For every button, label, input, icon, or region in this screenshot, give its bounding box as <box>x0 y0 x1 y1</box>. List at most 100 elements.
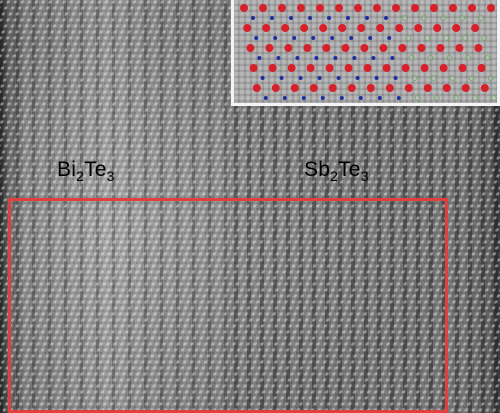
sb-atom-marker <box>453 95 459 101</box>
bi-atom-marker <box>358 96 363 100</box>
te-atom-marker <box>281 24 290 32</box>
te-atom-marker <box>417 44 426 52</box>
te-atom-marker <box>278 4 286 12</box>
te-atom-marker <box>309 84 318 92</box>
bi-atom-marker <box>384 16 388 20</box>
te-atom-marker <box>259 4 267 12</box>
te-atom-marker <box>433 24 442 32</box>
sb-atom-marker <box>421 15 427 21</box>
te-atom-marker <box>452 24 461 32</box>
te-atom-marker <box>344 64 353 72</box>
bi-atom-marker <box>374 76 379 80</box>
te-atom-marker <box>398 44 407 52</box>
sb-atom-marker <box>430 75 437 81</box>
bi-atom-marker <box>330 36 335 40</box>
bi-atom-marker <box>273 36 278 40</box>
sb-atom-marker <box>405 35 412 41</box>
bi-atom-marker <box>390 56 395 60</box>
sb-atom-marker <box>408 55 415 61</box>
te-atom-marker <box>392 4 400 12</box>
sb-atom-marker <box>465 55 472 61</box>
sb-atom-marker <box>468 75 475 81</box>
te-atom-marker <box>461 84 470 92</box>
te-atom-marker <box>385 84 394 92</box>
bi-atom-marker <box>320 96 325 100</box>
bi-atom-marker <box>365 16 369 20</box>
bi-atom-marker <box>301 96 306 100</box>
sb-atom-marker <box>440 15 446 21</box>
bi-atom-marker <box>393 76 398 80</box>
sb-atom-marker <box>449 75 456 81</box>
bi-atom-marker <box>282 96 287 100</box>
sb-atom-marker <box>402 15 408 21</box>
te-atom-marker <box>284 44 293 52</box>
te-atom-marker <box>477 64 486 72</box>
te-atom-marker <box>420 64 429 72</box>
te-atom-marker <box>401 64 410 72</box>
te-atom-marker <box>325 64 334 72</box>
te-atom-marker <box>347 84 356 92</box>
te-atom-marker <box>341 44 350 52</box>
te-atom-marker <box>287 64 296 72</box>
sb-atom-marker <box>459 15 465 21</box>
region-of-interest-box <box>8 198 448 413</box>
te-atom-marker <box>442 84 451 92</box>
te-atom-marker <box>319 24 328 32</box>
te-atom-marker <box>290 84 299 92</box>
bi-atom-marker <box>254 36 259 40</box>
sb-atom-marker <box>472 95 478 101</box>
te-atom-marker <box>246 44 255 52</box>
sb-atom-marker <box>446 55 453 61</box>
te-atom-marker <box>474 44 483 52</box>
bi-atom-marker <box>333 56 338 60</box>
te-atom-marker <box>423 84 432 92</box>
inset-atom-overlay <box>234 0 497 103</box>
bi-atom-marker <box>276 56 281 60</box>
bi-atom-marker <box>317 76 322 80</box>
sb-atom-marker <box>411 75 418 81</box>
bi-atom-marker <box>377 96 382 100</box>
te-atom-marker <box>268 64 277 72</box>
te-atom-marker <box>480 84 489 92</box>
inset-atom-map <box>231 0 500 106</box>
bi-atom-marker <box>346 16 350 20</box>
bi-atom-marker <box>295 56 300 60</box>
te-atom-marker <box>382 64 391 72</box>
te-atom-marker <box>487 4 495 12</box>
label-sb2te3: Sb2Te3 <box>304 158 369 184</box>
label-bi2te3: Bi2Te3 <box>57 158 115 184</box>
te-atom-marker <box>449 4 457 12</box>
bi-atom-marker <box>327 16 331 20</box>
sb-atom-marker <box>424 35 431 41</box>
bi-atom-marker <box>251 16 255 20</box>
te-atom-marker <box>240 4 248 12</box>
te-atom-marker <box>252 84 261 92</box>
bi-atom-marker <box>339 96 344 100</box>
sb-atom-marker <box>462 35 469 41</box>
te-atom-marker <box>297 4 305 12</box>
bi-atom-marker <box>314 56 319 60</box>
te-atom-marker <box>271 84 280 92</box>
te-atom-marker <box>316 4 324 12</box>
bi-atom-marker <box>368 36 373 40</box>
sb-atom-marker <box>434 95 440 101</box>
bi-atom-marker <box>257 56 262 60</box>
te-atom-marker <box>379 44 388 52</box>
sb-atom-marker <box>415 95 421 101</box>
te-atom-marker <box>455 44 464 52</box>
sb-atom-marker <box>490 95 497 101</box>
sb-atom-marker <box>478 15 484 21</box>
te-atom-marker <box>303 44 312 52</box>
te-atom-marker <box>376 24 385 32</box>
bi-atom-marker <box>279 76 284 80</box>
te-atom-marker <box>335 4 343 12</box>
te-atom-marker <box>471 24 480 32</box>
te-atom-marker <box>360 44 369 52</box>
bi-atom-marker <box>292 36 297 40</box>
te-atom-marker <box>430 4 438 12</box>
te-atom-marker <box>243 24 252 32</box>
sb-atom-marker <box>484 55 491 61</box>
sb-atom-marker <box>481 35 488 41</box>
te-atom-marker <box>411 4 419 12</box>
